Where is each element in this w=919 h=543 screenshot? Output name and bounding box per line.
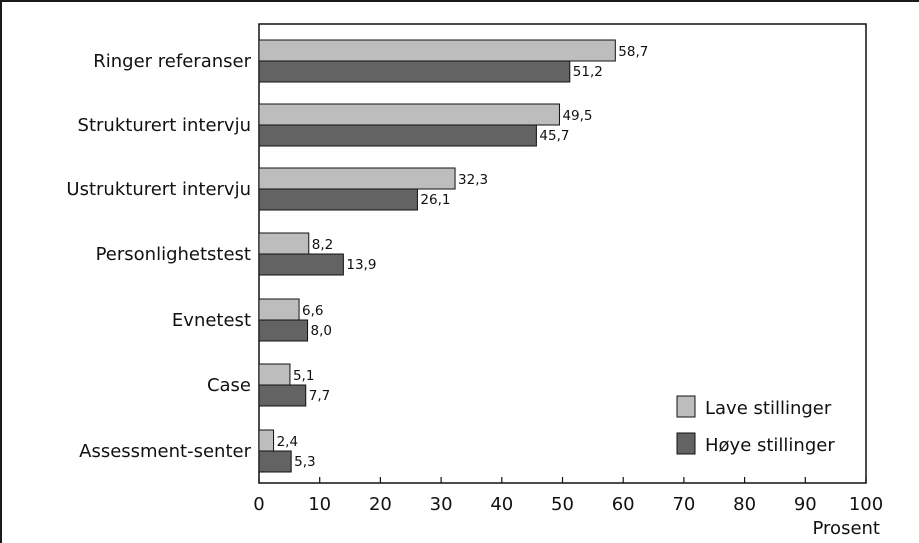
- bar-hoye-stillinger: [258, 124, 537, 147]
- x-tick-label: 30: [430, 494, 453, 515]
- x-axis-title: Prosent: [813, 518, 880, 539]
- bar-hoye-stillinger: [258, 253, 344, 276]
- x-tick-label: 10: [308, 494, 331, 515]
- labels-layer: Ringer referanser 58,7 51,2 Strukturert int…: [66, 44, 648, 470]
- bar-value-label: 58,7: [618, 44, 648, 60]
- legend-swatch-lave: [676, 395, 696, 418]
- bar-lave-stillinger: [258, 103, 560, 126]
- x-tick-label: 100: [849, 494, 883, 515]
- x-tick-label: 80: [733, 494, 756, 515]
- category-label: Ustrukturert intervju: [66, 179, 251, 200]
- category-label: Strukturert intervju: [78, 115, 251, 136]
- bar-value-label: 8,2: [312, 237, 333, 253]
- bar-lave-stillinger: [258, 429, 275, 452]
- bar-value-label: 2,4: [277, 434, 298, 450]
- bar-hoye-stillinger: [258, 384, 307, 407]
- category-label: Case: [207, 375, 251, 396]
- x-tick-label: 90: [794, 494, 817, 515]
- x-tick-label: 0: [253, 494, 264, 515]
- x-tick-label: 50: [551, 494, 574, 515]
- bar-lave-stillinger: [258, 298, 300, 321]
- bar-value-label: 13,9: [346, 257, 376, 273]
- legend: Lave stillinger Høye stillinger: [676, 395, 835, 456]
- x-tick-label: 40: [490, 494, 513, 515]
- bar-value-label: 51,2: [573, 64, 603, 80]
- bar-value-label: 45,7: [539, 128, 569, 144]
- category-label: Assessment-senter: [79, 441, 251, 462]
- bar-lave-stillinger: [258, 167, 456, 190]
- bar-value-label: 7,7: [309, 388, 330, 404]
- bar-lave-stillinger: [258, 39, 616, 62]
- x-tick-label: 20: [369, 494, 392, 515]
- bar-value-label: 26,1: [420, 192, 450, 208]
- legend-swatch-hoye: [676, 432, 696, 455]
- bar-value-label: 5,3: [294, 454, 315, 470]
- bar-value-label: 8,0: [311, 323, 332, 339]
- category-label: Evnetest: [172, 310, 251, 331]
- category-label: Personlighetstest: [96, 244, 251, 265]
- x-tick-label: 60: [612, 494, 635, 515]
- bars-layer: [258, 39, 616, 473]
- x-tick-label: 70: [672, 494, 695, 515]
- bar-lave-stillinger: [258, 363, 291, 386]
- bar-hoye-stillinger: [258, 60, 571, 83]
- bar-hoye-stillinger: [258, 188, 418, 211]
- bar-hoye-stillinger: [258, 450, 292, 473]
- bar-value-label: 6,6: [302, 303, 323, 319]
- bar-value-label: 49,5: [562, 108, 592, 124]
- x-axis: 0 10 20 30 40 50 60 70 80 90 100: [253, 477, 883, 515]
- legend-label-lave: Lave stillinger: [705, 398, 832, 419]
- bar-hoye-stillinger: [258, 319, 309, 342]
- bar-lave-stillinger: [258, 232, 310, 255]
- bar-value-label: 32,3: [458, 172, 488, 188]
- category-label: Ringer referanser: [93, 51, 251, 72]
- bar-value-label: 5,1: [293, 368, 314, 384]
- legend-label-hoye: Høye stillinger: [705, 435, 835, 456]
